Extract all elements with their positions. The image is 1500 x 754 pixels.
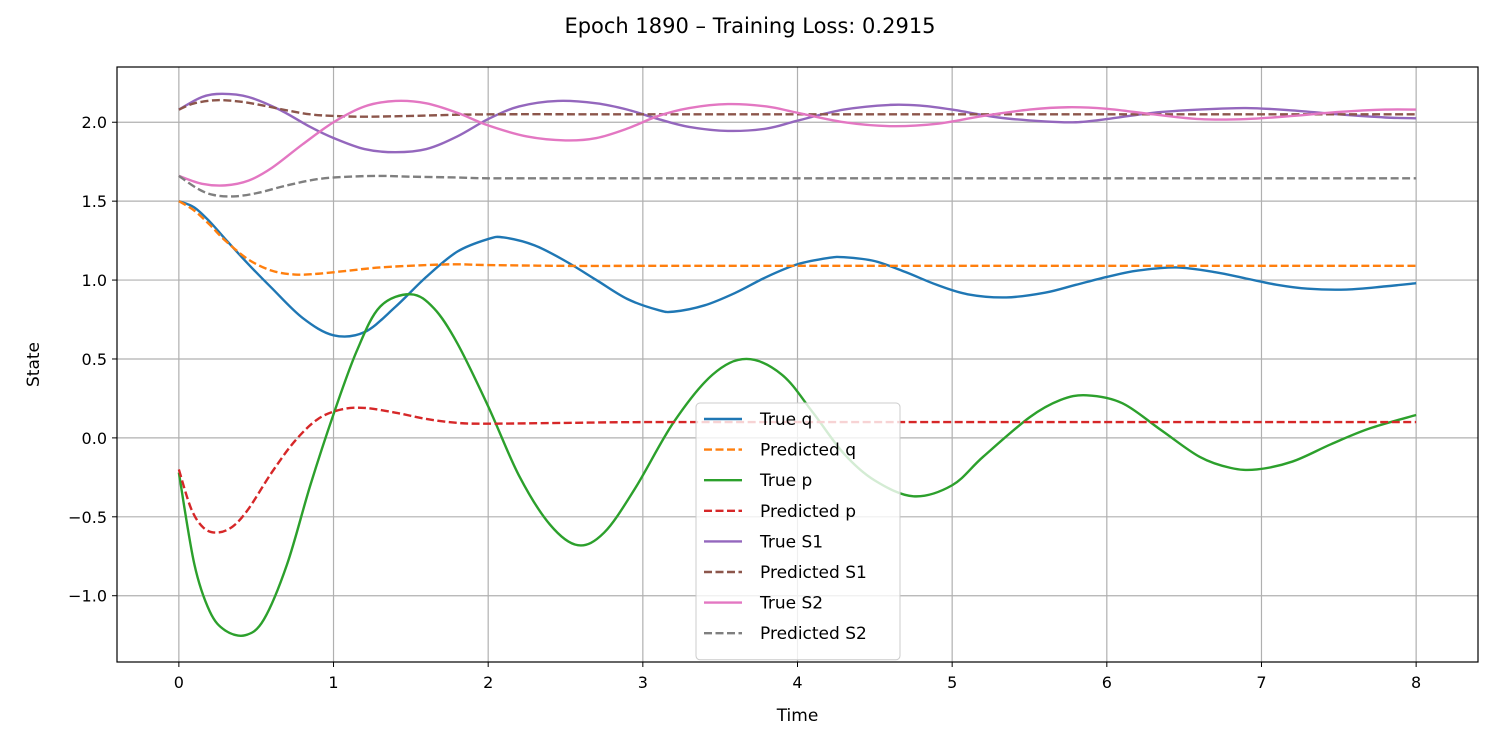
series-line-true-q [178,200,1417,338]
series-line-true-s2 [178,99,1417,187]
series-line-predicted-s2 [178,174,1417,198]
legend-label: True p [759,471,812,491]
x-axis-ticks: 0 1 2 3 4 5 6 7 8 [174,662,1421,692]
chart-title: Epoch 1890 – Training Loss: 0.2915 [564,14,935,38]
legend: True q Predicted q True p Predicted p True S… [695,402,901,661]
legend-label: True S1 [759,532,823,552]
series-line-true-s1 [178,92,1417,154]
legend-label: True S2 [759,594,823,614]
x-tick-label: 4 [792,673,802,692]
series-lines [177,92,1417,637]
legend-box [695,402,901,661]
series-line-predicted-p [177,406,1417,534]
x-tick-label: 2 [483,673,493,692]
x-tick-label: 3 [638,673,648,692]
series-line-predicted-s1 [178,98,1417,118]
y-tick-label: −1.0 [68,587,107,606]
x-tick-label: 0 [174,673,184,692]
x-tick-label: 6 [1102,673,1112,692]
y-tick-label: −0.5 [68,508,107,527]
legend-label: Predicted S2 [760,624,867,644]
y-tick-label: 0.5 [82,350,107,369]
legend-label: Predicted S1 [760,563,867,583]
x-tick-label: 1 [328,673,338,692]
legend-label: Predicted p [760,502,856,522]
x-tick-label: 7 [1256,673,1266,692]
series-line-predicted-q [178,200,1417,276]
y-tick-label: 1.5 [82,192,107,211]
y-axis-ticks: −1.0 −0.5 0.0 0.5 1.0 1.5 2.0 [68,113,117,606]
y-tick-label: 1.0 [82,271,107,290]
legend-label: True q [759,410,812,430]
y-tick-label: 2.0 [82,113,107,132]
x-tick-label: 5 [947,673,957,692]
y-axis-label: State [24,342,44,387]
x-axis-label: Time [776,706,819,726]
x-tick-label: 8 [1411,673,1421,692]
legend-label: Predicted q [760,441,856,461]
y-tick-label: 0.0 [82,429,107,448]
